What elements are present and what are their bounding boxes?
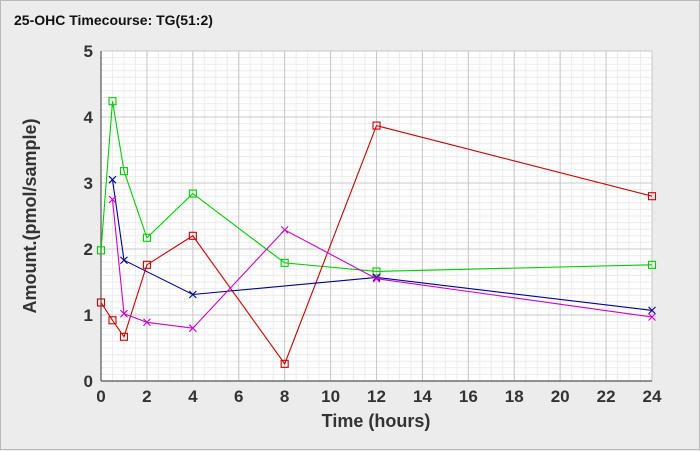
data-point xyxy=(280,258,289,267)
x-tick-label: 0 xyxy=(96,387,105,406)
y-tick-label: 2 xyxy=(84,240,93,259)
data-point xyxy=(372,121,381,130)
series-2 xyxy=(96,121,657,368)
x-tick-label: 4 xyxy=(188,387,198,406)
data-point xyxy=(372,274,381,283)
series-4 xyxy=(108,195,656,333)
data-point xyxy=(647,192,657,201)
series-3 xyxy=(108,175,656,315)
data-point xyxy=(188,231,197,240)
y-tick-label: 1 xyxy=(84,306,93,325)
data-point xyxy=(280,225,289,234)
data-point xyxy=(119,332,129,341)
x-tick-label: 16 xyxy=(459,387,478,406)
x-tick-label: 8 xyxy=(280,387,289,406)
x-axis-label: Time (hours) xyxy=(322,411,431,431)
chart-title: 25-OHC Timecourse: TG(51:2) xyxy=(14,12,213,28)
x-tick-label: 14 xyxy=(413,387,432,406)
data-point xyxy=(372,273,381,282)
x-tick-labels: 0 2 4 6 8 10 12 14 16 18 20 22 24 xyxy=(96,387,662,406)
data-point xyxy=(143,318,151,327)
series-layer xyxy=(96,97,657,368)
data-point xyxy=(142,260,151,269)
x-tick-label: 20 xyxy=(551,387,570,406)
data-point xyxy=(120,256,128,265)
y-tick-labels: 0 1 2 3 4 5 xyxy=(84,42,94,391)
y-tick-label: 3 xyxy=(84,174,93,193)
data-point xyxy=(648,306,656,315)
data-point xyxy=(648,313,656,321)
x-tick-label: 18 xyxy=(505,387,524,406)
y-tick-label: 4 xyxy=(84,108,94,127)
data-point xyxy=(280,359,289,368)
data-point xyxy=(119,167,129,176)
data-point xyxy=(108,316,117,325)
data-point xyxy=(647,260,657,269)
data-point xyxy=(188,324,197,333)
data-point xyxy=(108,175,117,184)
x-tick-label: 22 xyxy=(597,387,616,406)
x-tick-label: 12 xyxy=(367,387,386,406)
data-point xyxy=(188,290,197,299)
data-point xyxy=(108,195,117,204)
x-tick-label: 6 xyxy=(234,387,243,406)
y-tick-label: 0 xyxy=(84,372,93,391)
x-tick-label: 2 xyxy=(142,387,151,406)
data-point xyxy=(372,267,381,276)
data-point xyxy=(108,97,117,106)
data-point xyxy=(142,233,151,242)
x-tick-label: 10 xyxy=(321,387,340,406)
data-point xyxy=(120,309,128,318)
data-point xyxy=(188,189,197,198)
data-point xyxy=(96,298,106,307)
y-axis-label: Amount.(pmol/sample) xyxy=(20,118,40,313)
data-point xyxy=(96,246,106,255)
y-tick-label: 5 xyxy=(84,42,93,61)
x-tick-label: 24 xyxy=(643,387,662,406)
series-line xyxy=(100,124,653,365)
